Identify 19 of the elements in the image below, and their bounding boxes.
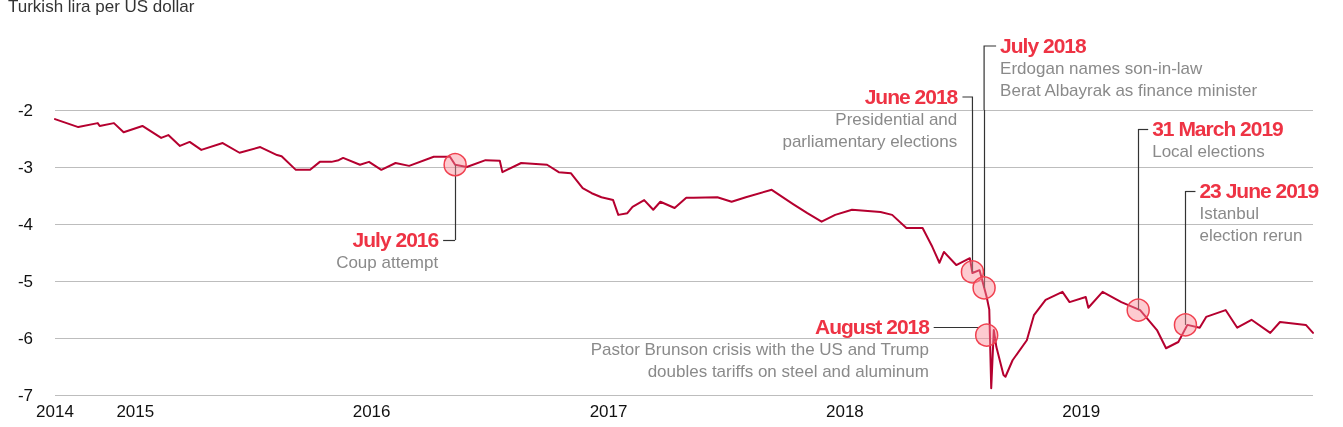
annotation: June 2018 Presidential and parliamentary elections	[782, 85, 958, 153]
y-tick-label: -4	[17, 214, 33, 234]
y-axis-title: Turkish lira per US dollar	[8, 0, 195, 17]
annotation: July 2016 Coup attempt	[336, 228, 439, 274]
x-tick-label: 2019	[1062, 402, 1101, 421]
x-tick-label: 2017	[589, 402, 628, 421]
y-tick-label: -3	[17, 157, 33, 177]
y-tick-label: -2	[17, 100, 33, 120]
annotation: 31 March 2019 Local elections	[1152, 117, 1283, 163]
x-tick-label: 2014	[36, 402, 74, 421]
annotation: August 2018 Pastor Brunson crisis with the US and Trump doubles tariffs on steel and aluminum	[590, 315, 929, 383]
x-tick-label: 2016	[352, 402, 391, 421]
y-tick-label: -5	[17, 271, 33, 291]
annotation: July 2018 Erdogan names son-in-law Berat Albayrak as finance minister	[1000, 34, 1258, 102]
x-tick-label: 2015	[116, 402, 155, 421]
annotation: 23 June 2019 Istanbul election rerun	[1199, 179, 1319, 247]
x-tick-label: 2018	[825, 402, 864, 421]
y-tick-label: -7	[17, 385, 33, 405]
y-tick-label: -6	[17, 328, 33, 348]
